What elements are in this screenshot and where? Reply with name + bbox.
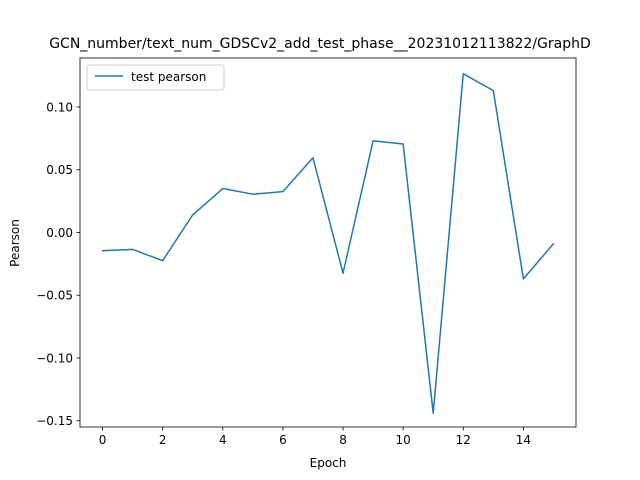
x-tick-label: 8 <box>339 433 347 447</box>
y-tick-label: 0.10 <box>46 100 73 114</box>
x-tick-label: 12 <box>456 433 471 447</box>
x-tick-label: 14 <box>516 433 531 447</box>
series-line-test-pearson <box>101 72 555 414</box>
legend: test pearson <box>86 64 225 91</box>
chart-title: GCN_number/text_num_GDSCv2_add_test_phas… <box>49 36 591 52</box>
x-axis: 0 2 4 6 8 10 12 14 <box>99 427 531 447</box>
legend-box <box>86 64 225 91</box>
y-tick-label: −0.10 <box>36 351 73 365</box>
y-axis-label: Pearson <box>8 219 22 267</box>
y-tick-label: −0.05 <box>36 289 73 303</box>
x-axis-label: Epoch <box>310 456 347 470</box>
axes-frame <box>79 57 577 428</box>
x-tick-label: 2 <box>159 433 167 447</box>
y-tick-label: 0.05 <box>46 163 73 177</box>
y-tick-label: −0.15 <box>36 414 73 428</box>
x-tick-label: 4 <box>219 433 227 447</box>
plot-area <box>101 72 555 414</box>
y-tick-label: 0.00 <box>46 226 73 240</box>
x-tick-label: 6 <box>279 433 287 447</box>
y-axis: −0.15 −0.10 −0.05 0.00 0.05 0.10 <box>36 100 80 428</box>
x-tick-label: 10 <box>396 433 411 447</box>
x-tick-label: 0 <box>99 433 107 447</box>
legend-label: test pearson <box>131 70 206 84</box>
